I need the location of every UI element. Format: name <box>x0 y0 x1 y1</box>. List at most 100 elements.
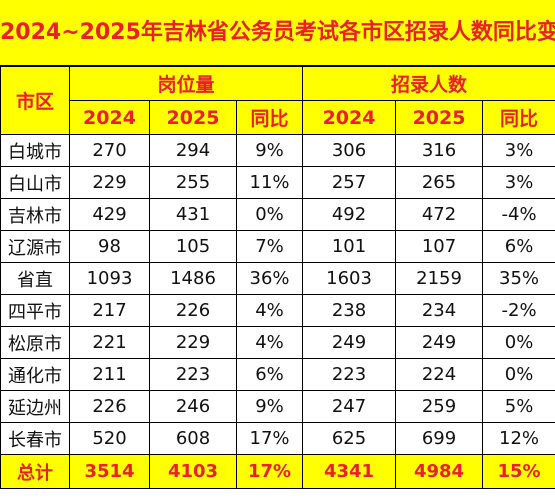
recruits-2024-cell: 625 <box>302 422 397 455</box>
positions-2024-cell: 429 <box>69 198 150 231</box>
region-cell: 白城市 <box>0 134 70 167</box>
recruits-2025-cell: 316 <box>395 134 484 167</box>
recruits-2025-cell: 2159 <box>395 262 484 295</box>
positions-2024-cell: 98 <box>69 230 150 263</box>
positions-2025-cell: 229 <box>149 326 237 359</box>
recruits-2025-cell: 107 <box>395 230 484 263</box>
recruits-yoy-cell: 5% <box>482 390 555 423</box>
recruits-yoy-cell: 35% <box>482 262 555 295</box>
region-header: 市区 <box>0 66 70 135</box>
positions-2024-cell: 1093 <box>69 262 150 295</box>
positions-2025-cell: 246 <box>149 390 237 423</box>
table-row: 通化市 211 223 6% 223 224 0% <box>0 358 555 391</box>
recruits-2025-cell: 234 <box>395 294 484 327</box>
recruits-2024-cell: 257 <box>302 166 397 199</box>
recruits-2025-cell: 259 <box>395 390 484 423</box>
positions-group-header: 岗位量 <box>68 66 304 101</box>
recruits-2024-cell: 1603 <box>302 262 397 295</box>
region-cell: 通化市 <box>0 358 70 391</box>
recruits-yoy-cell: -2% <box>482 294 555 327</box>
recruits-yoy-cell: 3% <box>482 134 555 167</box>
recruitment-table: 市区 岗位量 招录人数 2024 2025 同比 2024 2025 同比 白城… <box>0 66 555 489</box>
recruits-2024-cell: 101 <box>302 230 397 263</box>
header-row-1: 市区 岗位量 招录人数 <box>0 66 555 135</box>
total-positions-2024: 3514 <box>69 454 150 489</box>
recruits-2025-cell: 224 <box>395 358 484 391</box>
region-cell: 白山市 <box>0 166 70 199</box>
region-cell: 延边州 <box>0 390 70 423</box>
table-row: 长春市 520 608 17% 625 699 12% <box>0 422 555 455</box>
col-header-recruits-2025: 2025 <box>395 100 484 135</box>
recruits-2025-cell: 472 <box>395 198 484 231</box>
table-row: 省直 1093 1486 36% 1603 2159 35% <box>0 262 555 295</box>
col-header-positions-2024: 2024 <box>69 100 150 135</box>
recruits-2024-cell: 249 <box>302 326 397 359</box>
total-recruits-2024: 4341 <box>302 454 397 489</box>
table-row: 白山市 229 255 11% 257 265 3% <box>0 166 555 199</box>
positions-2024-cell: 520 <box>69 422 150 455</box>
total-positions-2025: 4103 <box>149 454 237 489</box>
positions-2025-cell: 226 <box>149 294 237 327</box>
positions-2024-cell: 270 <box>69 134 150 167</box>
region-cell: 辽源市 <box>0 230 70 263</box>
positions-2024-cell: 217 <box>69 294 150 327</box>
recruits-2024-cell: 492 <box>302 198 397 231</box>
recruits-yoy-cell: -4% <box>482 198 555 231</box>
recruits-yoy-cell: 3% <box>482 166 555 199</box>
recruits-yoy-cell: 12% <box>482 422 555 455</box>
region-cell: 长春市 <box>0 422 70 455</box>
positions-yoy-cell: 36% <box>235 262 304 295</box>
recruits-2024-cell: 306 <box>302 134 397 167</box>
positions-yoy-cell: 6% <box>235 358 304 391</box>
positions-2025-cell: 431 <box>149 198 237 231</box>
positions-yoy-cell: 7% <box>235 230 304 263</box>
region-cell: 松原市 <box>0 326 70 359</box>
total-label: 总计 <box>0 454 70 489</box>
col-header-recruits-2024: 2024 <box>302 100 397 135</box>
positions-2025-cell: 1486 <box>149 262 237 295</box>
col-header-positions-2025: 2025 <box>149 100 237 135</box>
total-positions-yoy: 17% <box>235 454 304 489</box>
recruits-group-header: 招录人数 <box>302 66 555 101</box>
positions-2024-cell: 211 <box>69 358 150 391</box>
col-header-positions-yoy: 同比 <box>235 100 304 135</box>
total-recruits-yoy: 15% <box>482 454 555 489</box>
table-row: 延边州 226 246 9% 247 259 5% <box>0 390 555 423</box>
positions-yoy-cell: 0% <box>235 198 304 231</box>
table-row: 四平市 217 226 4% 238 234 -2% <box>0 294 555 327</box>
region-cell: 四平市 <box>0 294 70 327</box>
recruits-2025-cell: 265 <box>395 166 484 199</box>
recruits-2024-cell: 247 <box>302 390 397 423</box>
recruits-yoy-cell: 0% <box>482 358 555 391</box>
positions-2025-cell: 223 <box>149 358 237 391</box>
recruits-yoy-cell: 6% <box>482 230 555 263</box>
positions-2025-cell: 608 <box>149 422 237 455</box>
positions-2024-cell: 229 <box>69 166 150 199</box>
positions-yoy-cell: 11% <box>235 166 304 199</box>
positions-yoy-cell: 17% <box>235 422 304 455</box>
region-cell: 吉林市 <box>0 198 70 231</box>
positions-2024-cell: 226 <box>69 390 150 423</box>
recruits-2024-cell: 223 <box>302 358 397 391</box>
table-row: 白城市 270 294 9% 306 316 3% <box>0 134 555 167</box>
positions-yoy-cell: 4% <box>235 326 304 359</box>
recruits-yoy-cell: 0% <box>482 326 555 359</box>
region-cell: 省直 <box>0 262 70 295</box>
total-row: 总计 3514 4103 17% 4341 4984 15% <box>0 454 555 489</box>
positions-yoy-cell: 9% <box>235 390 304 423</box>
positions-2025-cell: 294 <box>149 134 237 167</box>
header-row-2: 2024 2025 同比 2024 2025 同比 <box>1 100 555 135</box>
recruits-2025-cell: 249 <box>395 326 484 359</box>
positions-2025-cell: 105 <box>149 230 237 263</box>
recruits-2024-cell: 238 <box>302 294 397 327</box>
table-row: 辽源市 98 105 7% 101 107 6% <box>0 230 555 263</box>
table-row: 吉林市 429 431 0% 492 472 -4% <box>0 198 555 231</box>
table-row: 松原市 221 229 4% 249 249 0% <box>0 326 555 359</box>
total-recruits-2025: 4984 <box>395 454 484 489</box>
page-title: 2024~2025年吉林省公务员考试各市区招录人数同比变化 <box>0 0 555 66</box>
positions-2025-cell: 255 <box>149 166 237 199</box>
positions-yoy-cell: 9% <box>235 134 304 167</box>
positions-yoy-cell: 4% <box>235 294 304 327</box>
positions-2024-cell: 221 <box>69 326 150 359</box>
